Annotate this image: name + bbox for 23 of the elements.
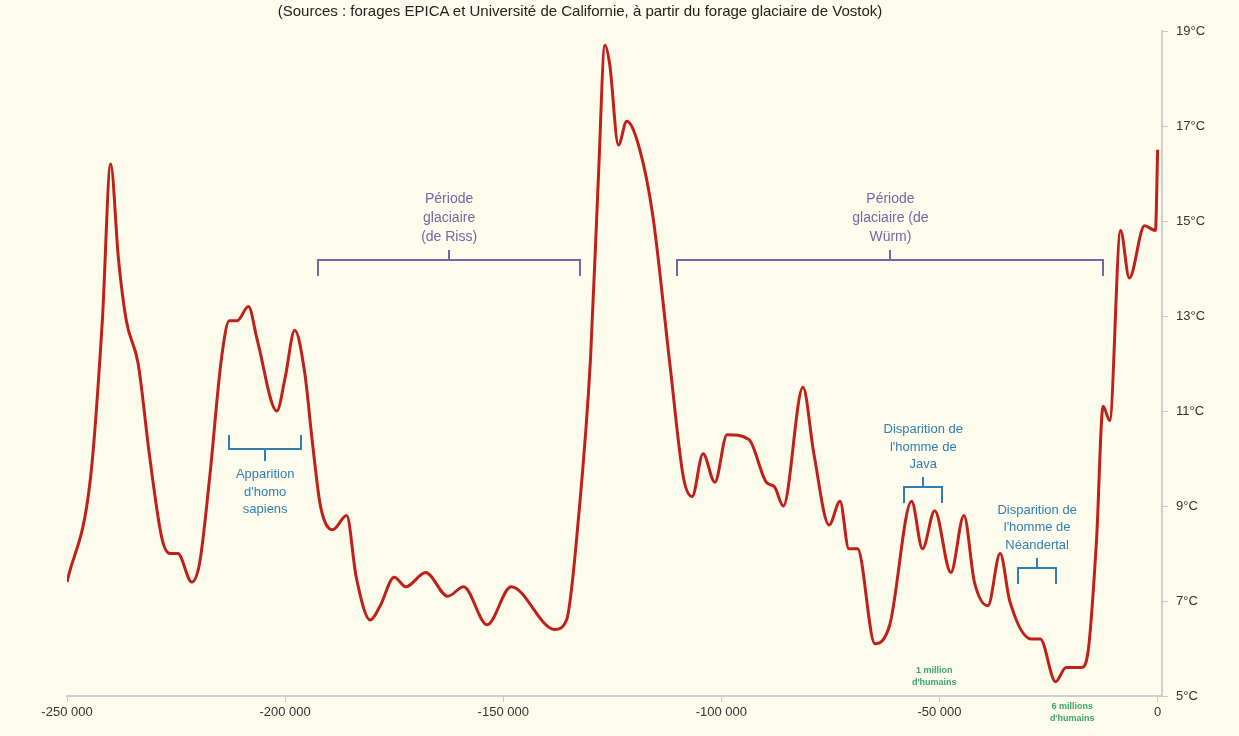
y-tick-label: 7°C: [1176, 592, 1198, 608]
annotation: Disparition de l'homme de Java: [882, 420, 965, 474]
annotation: 1 million d'humains: [910, 663, 958, 689]
y-tick-label: 17°C: [1176, 117, 1206, 133]
x-tick-label: 0: [1154, 704, 1162, 720]
x-tick-label: -50 000: [917, 704, 962, 720]
y-tick-label: 11°C: [1176, 402, 1205, 418]
chart-subtitle: (Sources : forages EPICA et Université de Californie, à partir du forage glaciaire de Vostok): [276, 2, 884, 19]
y-tick-label: 5°C: [1176, 687, 1198, 703]
x-tick-label: -150 000: [477, 704, 529, 720]
y-tick-label: 15°C: [1176, 212, 1206, 228]
annotation: Apparition d'homo sapiens: [234, 465, 296, 518]
y-tick-label: 13°C: [1176, 307, 1206, 323]
x-tick-label: -100 000: [695, 704, 748, 720]
x-tick-label: -250 000: [41, 704, 93, 720]
annotation: Période glaciaire (de Würm): [851, 189, 930, 246]
y-tick-label: 19°C: [1176, 22, 1206, 38]
text: 6 millions d'humains: [1048, 700, 1096, 725]
annotation: Période glaciaire (de Riss): [420, 189, 479, 246]
line-series: [67, 43, 1160, 684]
annotation: Disparition de l'homme de Néandertal: [996, 501, 1078, 554]
x-tick-label: -200 000: [259, 704, 311, 720]
y-tick-label: 9°C: [1176, 497, 1198, 513]
